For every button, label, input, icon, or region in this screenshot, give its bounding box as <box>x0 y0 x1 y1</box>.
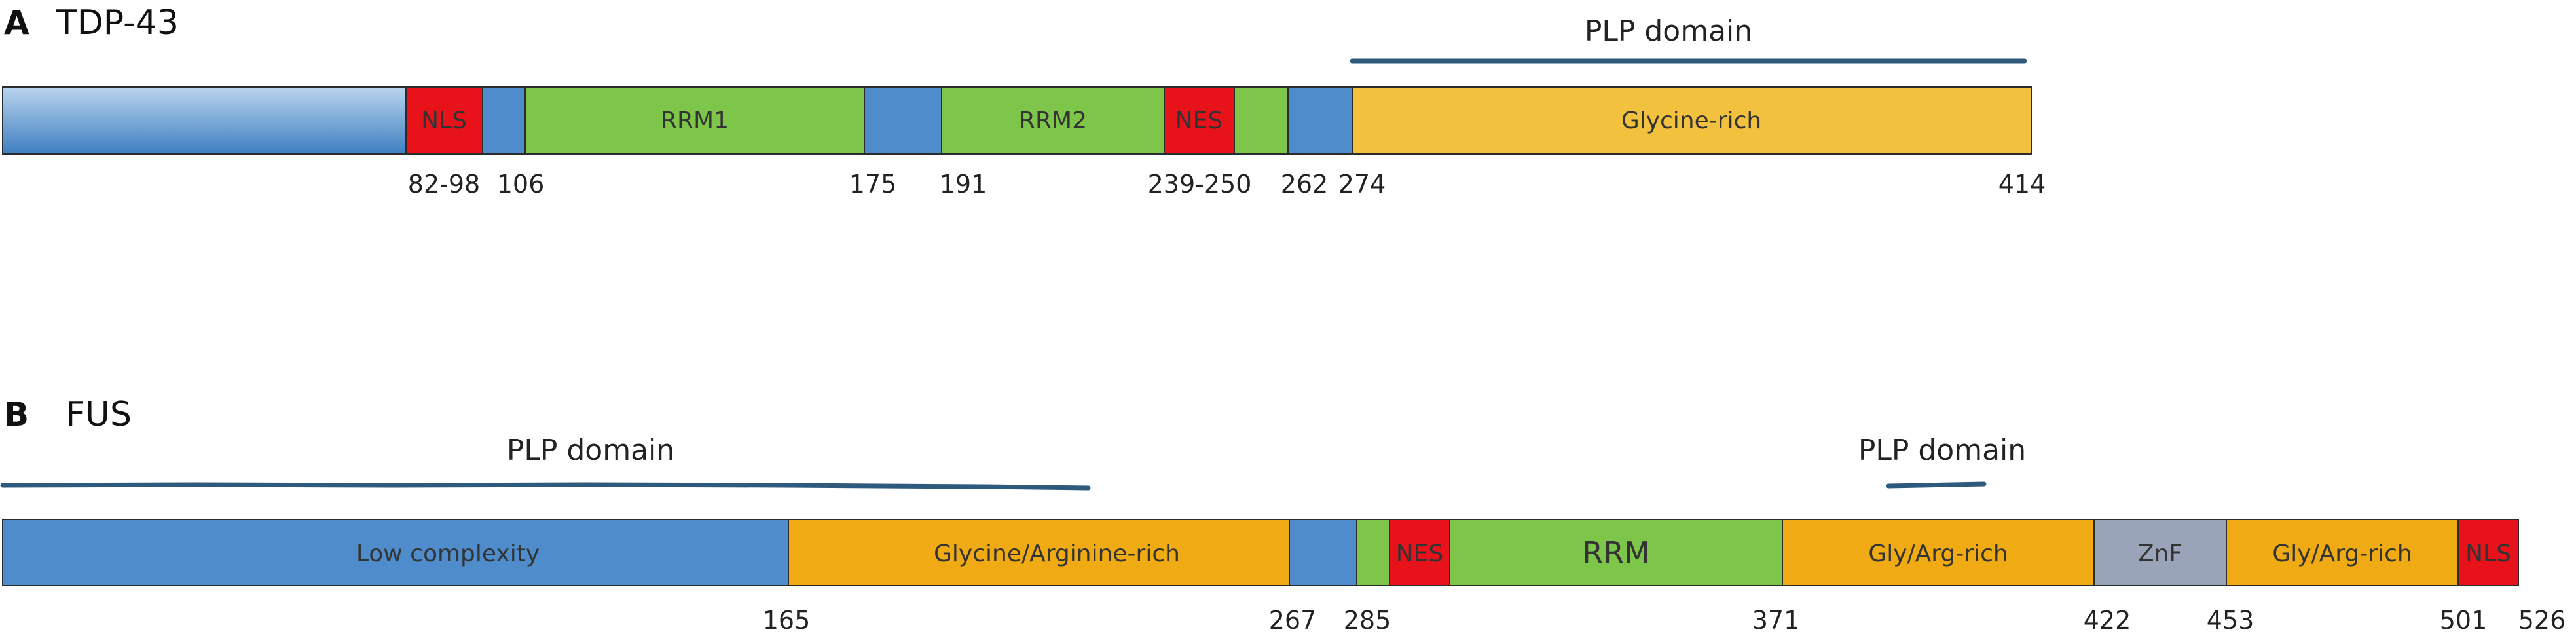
segment-glycine-rich <box>1352 86 2032 155</box>
segment-gly-arg-rich-1 <box>1782 519 2095 586</box>
residue-ticks-tdp43: 82-98 106 175 191 239-250 262 274 414 <box>408 170 2046 198</box>
panel-a: A TDP-43 PLP domain NLS RRM1 RRM2 NES Gl… <box>2 3 2046 198</box>
segment-label-gly-arg-rich-1: Gly/Arg-rich <box>1868 540 2008 567</box>
tick-label: 285 <box>1344 606 1391 635</box>
plp-domain-label: PLP domain <box>1585 14 1752 48</box>
tick-label: 422 <box>2084 606 2131 635</box>
tick-label: 371 <box>1752 606 1800 635</box>
segment-linker-2 <box>864 86 942 155</box>
segment-rrm <box>1449 519 1783 586</box>
segment-label-low-complexity: Low complexity <box>356 540 540 567</box>
tick-label: 106 <box>497 170 545 198</box>
segment-label-znf: ZnF <box>2138 540 2182 567</box>
tick-label: 501 <box>2440 606 2488 635</box>
segment-znf <box>2093 519 2227 586</box>
segment-nls <box>2457 519 2519 586</box>
tick-label: 82-98 <box>408 170 480 198</box>
tick-label: 526 <box>2518 606 2566 635</box>
tick-label: 453 <box>2207 606 2254 635</box>
panel-b: B FUS PLP domain PLP domain Low complexi… <box>0 395 2566 635</box>
protein-bar-fus: Low complexity Glycine/Arginine-rich NES… <box>2 519 2519 586</box>
segment-label-rrm1: RRM1 <box>661 107 729 134</box>
panel-b-letter: B <box>4 396 29 434</box>
tick-label: 274 <box>1338 170 1386 198</box>
segment-label-rrm: RRM <box>1582 535 1650 571</box>
segment-linker <box>1289 519 1357 586</box>
segment-rrm2 <box>941 86 1165 155</box>
segment-label-glycine-arginine-rich: Glycine/Arginine-rich <box>934 540 1180 567</box>
panel-a-title: TDP-43 <box>56 3 179 43</box>
protein-bar-tdp43: NLS RRM1 RRM2 NES Glycine-rich <box>2 86 2032 155</box>
segment-low-complexity <box>2 519 789 586</box>
tick-label: 191 <box>940 170 987 198</box>
segment-label-glycine-rich: Glycine-rich <box>1621 107 1761 134</box>
tick-label: 262 <box>1281 170 1329 198</box>
segment-label-nes: NES <box>1175 107 1223 134</box>
segment-green-linker <box>1234 86 1289 155</box>
segment-n-terminal <box>2 86 407 155</box>
segment-green-linker <box>1356 519 1390 586</box>
segment-rrm1 <box>524 86 865 155</box>
segment-label-gly-arg-rich-2: Gly/Arg-rich <box>2272 540 2412 567</box>
tick-label: 165 <box>763 606 811 635</box>
segment-linker-1 <box>482 86 526 155</box>
tick-label: 267 <box>1269 606 1317 635</box>
tick-label: 175 <box>849 170 897 198</box>
segment-linker-3 <box>1287 86 1353 155</box>
segment-gly-arg-rich-2 <box>2226 519 2459 586</box>
tick-label: 414 <box>1998 170 2046 198</box>
segment-label-nls: NLS <box>2465 540 2511 567</box>
segment-label-nls: NLS <box>421 107 467 134</box>
panel-b-title: FUS <box>65 395 132 434</box>
plp-domain-label-right: PLP domain <box>1858 434 2026 467</box>
segment-label-nes: NES <box>1396 540 1444 567</box>
segment-label-rrm2: RRM2 <box>1019 107 1087 134</box>
panel-a-letter: A <box>4 4 29 42</box>
tick-label: 239-250 <box>1148 170 1252 198</box>
residue-ticks-fus: 165 267 285 371 422 453 501 526 <box>763 606 2566 635</box>
plp-domain-label: PLP domain <box>507 434 674 467</box>
plp-domain-line <box>0 482 1091 491</box>
plp-domain-line-short <box>1886 481 1987 489</box>
